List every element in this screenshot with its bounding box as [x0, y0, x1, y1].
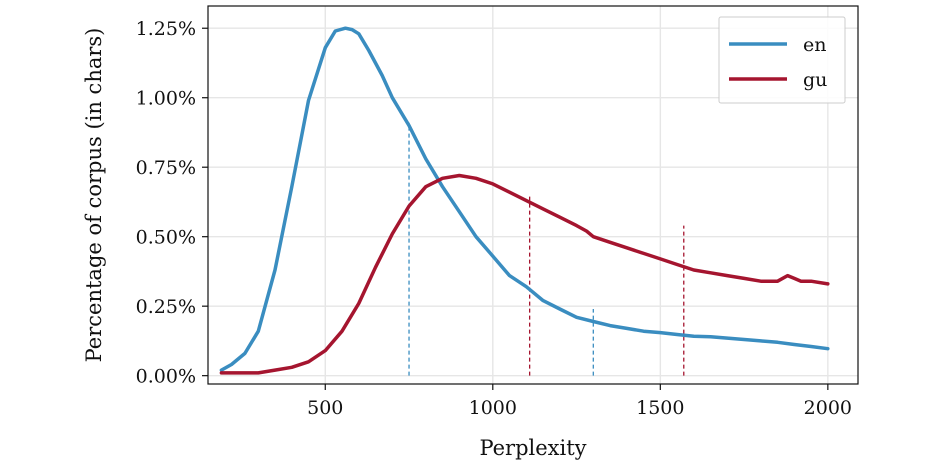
series [219, 26, 830, 375]
y-axis-label: Percentage of corpus (in chars) [82, 28, 106, 363]
series-line-gu [219, 173, 830, 375]
legend-box [718, 16, 846, 104]
y-tick-label: 1.25% [136, 18, 196, 40]
x-tick-label: 500 [307, 397, 343, 419]
y-tick-label: 1.00% [136, 88, 196, 110]
reference-lines [408, 122, 685, 376]
y-tick-label: 0.75% [136, 157, 196, 179]
x-tick-label: 2000 [804, 397, 852, 419]
x-axis-label: Perplexity [479, 436, 586, 460]
x-tick-label: 1000 [469, 397, 517, 419]
axis-ticks: 500 1000 1500 2000 0.00% 0.25% 0.50% 0.75% 1.00%… [136, 18, 852, 419]
series-line-en [219, 26, 830, 372]
y-tick-label: 0.00% [136, 366, 196, 388]
y-tick-label: 0.25% [136, 296, 196, 318]
legend-label-en: en [803, 34, 826, 56]
plot-frame [207, 5, 859, 385]
x-tick-label: 1500 [636, 397, 684, 419]
y-tick-label: 0.50% [136, 227, 196, 249]
legend-label-gu: gu [803, 69, 827, 91]
legend: en gu [718, 16, 846, 104]
